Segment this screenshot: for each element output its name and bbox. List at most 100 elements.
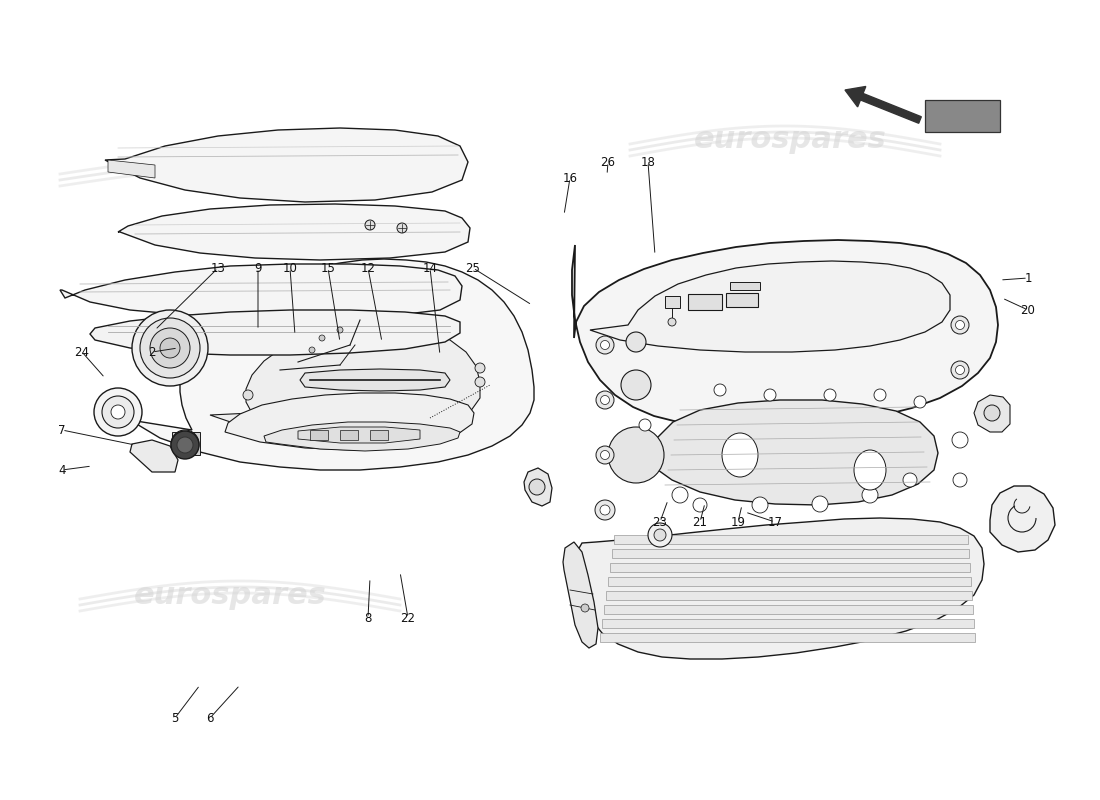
Polygon shape (108, 160, 155, 178)
Circle shape (668, 318, 676, 326)
Circle shape (111, 405, 125, 419)
Polygon shape (606, 591, 972, 600)
Text: 2: 2 (148, 346, 156, 358)
Polygon shape (614, 535, 968, 544)
Polygon shape (608, 577, 971, 586)
Polygon shape (600, 633, 975, 642)
Polygon shape (730, 282, 760, 290)
Polygon shape (578, 518, 984, 659)
Circle shape (600, 505, 610, 515)
Circle shape (984, 405, 1000, 421)
Polygon shape (974, 395, 1010, 432)
Circle shape (639, 419, 651, 431)
Circle shape (874, 389, 886, 401)
Circle shape (596, 336, 614, 354)
Polygon shape (210, 325, 480, 439)
Circle shape (764, 389, 776, 401)
Circle shape (475, 377, 485, 387)
Text: 10: 10 (283, 262, 297, 274)
Text: 15: 15 (320, 262, 336, 274)
Circle shape (648, 523, 672, 547)
Polygon shape (264, 422, 460, 451)
Circle shape (94, 388, 142, 436)
Polygon shape (602, 619, 974, 628)
Polygon shape (130, 259, 534, 470)
Text: 5: 5 (172, 711, 178, 725)
Text: 22: 22 (400, 611, 416, 625)
Circle shape (601, 341, 609, 350)
Text: 17: 17 (768, 515, 782, 529)
Polygon shape (300, 369, 450, 391)
Ellipse shape (722, 433, 758, 477)
Circle shape (824, 389, 836, 401)
Polygon shape (652, 400, 938, 505)
Text: 1: 1 (1024, 271, 1032, 285)
Circle shape (626, 332, 646, 352)
Circle shape (365, 220, 375, 230)
Circle shape (243, 390, 253, 400)
Circle shape (672, 487, 688, 503)
Circle shape (150, 328, 190, 368)
Text: 21: 21 (693, 515, 707, 529)
Circle shape (952, 432, 968, 448)
Text: 7: 7 (58, 423, 66, 437)
Polygon shape (590, 261, 950, 352)
Circle shape (608, 427, 664, 483)
Circle shape (337, 327, 343, 333)
Polygon shape (310, 430, 328, 440)
Circle shape (903, 473, 917, 487)
Text: 23: 23 (652, 515, 668, 529)
Polygon shape (370, 430, 388, 440)
Ellipse shape (854, 450, 886, 490)
Polygon shape (130, 440, 178, 472)
Text: 14: 14 (422, 262, 438, 274)
Text: 16: 16 (562, 171, 578, 185)
Polygon shape (563, 542, 598, 648)
Circle shape (752, 497, 768, 513)
Text: 13: 13 (210, 262, 225, 274)
FancyArrow shape (845, 86, 922, 123)
Circle shape (956, 366, 965, 374)
Text: 12: 12 (361, 262, 375, 274)
Circle shape (529, 479, 544, 495)
Circle shape (956, 321, 965, 330)
Text: eurospares: eurospares (133, 581, 327, 610)
Polygon shape (666, 296, 680, 308)
Circle shape (309, 347, 315, 353)
Polygon shape (340, 430, 358, 440)
Circle shape (397, 223, 407, 233)
Polygon shape (172, 432, 200, 455)
Polygon shape (524, 468, 552, 506)
Polygon shape (604, 605, 974, 614)
Circle shape (581, 604, 589, 612)
Circle shape (952, 361, 969, 379)
Text: eurospares: eurospares (144, 158, 337, 186)
Circle shape (812, 496, 828, 512)
Circle shape (132, 310, 208, 386)
Text: 18: 18 (640, 155, 656, 169)
Circle shape (595, 500, 615, 520)
Polygon shape (572, 240, 998, 428)
Polygon shape (925, 100, 1000, 132)
Circle shape (714, 384, 726, 396)
Circle shape (654, 529, 666, 541)
Text: 24: 24 (75, 346, 89, 358)
Circle shape (914, 396, 926, 408)
Circle shape (952, 316, 969, 334)
Polygon shape (612, 549, 969, 558)
Circle shape (601, 395, 609, 405)
Circle shape (475, 363, 485, 373)
Circle shape (601, 450, 609, 459)
Polygon shape (990, 486, 1055, 552)
Polygon shape (298, 427, 420, 443)
Polygon shape (118, 204, 470, 260)
Circle shape (953, 473, 967, 487)
Text: 26: 26 (601, 155, 616, 169)
Text: 19: 19 (730, 515, 746, 529)
Text: 6: 6 (207, 711, 213, 725)
Text: 9: 9 (254, 262, 262, 274)
Polygon shape (726, 293, 758, 307)
Text: 25: 25 (465, 262, 481, 274)
Circle shape (177, 437, 192, 453)
Polygon shape (104, 128, 467, 202)
